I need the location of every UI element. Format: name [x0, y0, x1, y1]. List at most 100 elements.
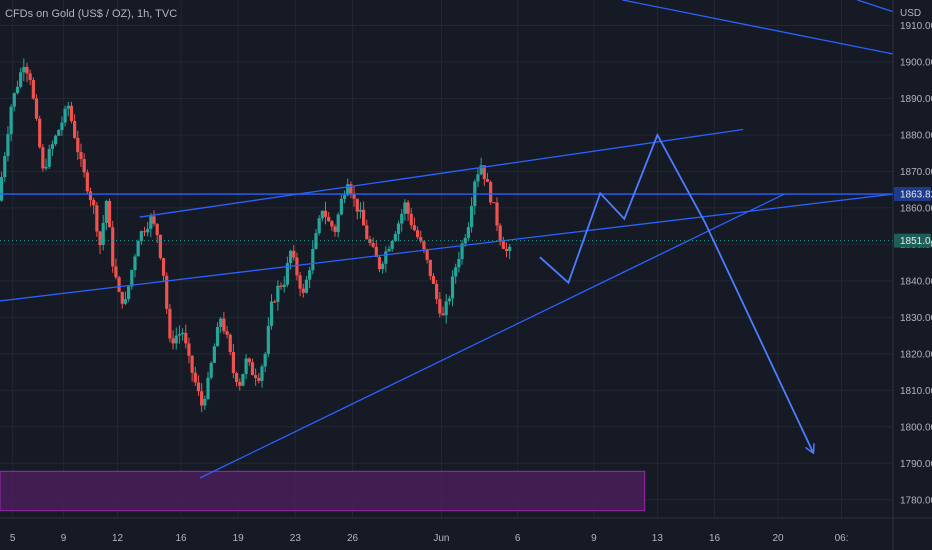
candle-body — [31, 80, 35, 99]
candle-body — [469, 206, 474, 228]
candle-body — [79, 152, 83, 160]
candle-body — [9, 106, 13, 135]
candle-body — [212, 346, 216, 363]
x-tick-label: 6 — [515, 533, 521, 544]
candle-body — [368, 239, 372, 243]
candle-body — [295, 257, 299, 276]
y-tick-label: 1800.00 — [900, 422, 932, 433]
candle-body — [492, 202, 496, 204]
candle-body — [50, 144, 54, 150]
candle-body — [215, 326, 220, 347]
candle-body — [409, 213, 413, 226]
candle-body — [416, 230, 420, 238]
candle-body — [76, 137, 80, 153]
candle-body — [482, 165, 486, 180]
candle-body — [19, 72, 23, 87]
y-tick-label: 1820.00 — [900, 349, 932, 360]
candle-body — [381, 263, 385, 270]
candle-body — [285, 263, 289, 285]
candle-body — [69, 105, 74, 121]
candle-body — [362, 209, 366, 226]
y-tick-label: 1890.00 — [900, 94, 932, 105]
candle-body — [130, 270, 134, 287]
candle-body — [508, 246, 512, 252]
x-tick-label: 20 — [772, 533, 784, 544]
y-tick-label: 1910.00 — [900, 21, 932, 32]
candle-body — [244, 358, 248, 374]
candle-body — [435, 283, 439, 300]
candles — [0, 58, 512, 413]
x-tick-label: 5 — [10, 533, 16, 544]
candle-body — [339, 198, 343, 215]
candle-body — [257, 377, 261, 381]
candle-body — [28, 73, 32, 81]
far-top-trendline — [622, 0, 894, 55]
candle-body — [393, 234, 397, 242]
candle-body — [444, 301, 448, 316]
candle-body — [403, 202, 407, 214]
candle-body — [82, 159, 86, 173]
candle-body — [114, 266, 118, 278]
x-tick-label: 16 — [709, 533, 721, 544]
candle-body — [412, 225, 417, 231]
price-badge-box — [894, 186, 931, 201]
y-tick-label: 1790.00 — [900, 459, 932, 470]
candle-body — [193, 372, 197, 383]
candle-body — [127, 286, 131, 300]
candle-body — [238, 382, 242, 386]
candle-body — [53, 135, 58, 145]
candle-body — [479, 165, 483, 175]
candle-body — [196, 382, 201, 392]
drawn-trendlines — [0, 0, 894, 479]
candle-body — [107, 200, 112, 228]
candle-body — [12, 93, 16, 107]
x-tick-label: Jun — [433, 533, 449, 544]
candle-body — [317, 218, 321, 234]
candle-body — [139, 231, 143, 242]
candle-body — [323, 210, 328, 217]
candle-body — [34, 98, 39, 119]
rising-support-line — [199, 193, 785, 479]
candle-body — [254, 375, 258, 378]
y-tick-label: 1840.00 — [900, 276, 932, 287]
candle-body — [333, 226, 337, 232]
candle-body — [311, 248, 315, 271]
x-tick-label: 12 — [112, 533, 124, 544]
candle-body — [142, 231, 147, 233]
candle-body — [314, 233, 318, 249]
candle-body — [92, 200, 96, 206]
x-tick-label: 26 — [347, 533, 359, 544]
candle-body — [161, 258, 166, 276]
candle-body — [133, 256, 137, 271]
candle-body — [463, 237, 467, 244]
x-tick-label: 06: — [835, 533, 849, 544]
candle-body — [441, 313, 445, 316]
candle-body — [504, 248, 509, 252]
candle-body — [231, 352, 236, 373]
candle-body — [206, 377, 210, 399]
candle-body — [260, 366, 264, 381]
lower-channel-line — [0, 193, 894, 302]
candle-body — [390, 241, 394, 249]
candle-body — [327, 216, 331, 222]
candle-body — [352, 194, 356, 199]
candle-body — [371, 242, 375, 247]
candle-body — [447, 298, 451, 302]
candle-body — [489, 182, 493, 203]
candle-body — [181, 332, 185, 335]
candle-body — [184, 332, 188, 344]
candle-body — [384, 251, 388, 264]
projection-path — [539, 132, 813, 452]
candle-body — [495, 202, 499, 226]
currency-label: USD — [900, 8, 921, 19]
candle-body — [146, 228, 150, 233]
candle-body — [63, 108, 67, 123]
candle-body — [41, 147, 45, 169]
y-tick-label: 1780.00 — [900, 495, 932, 506]
candle-body — [234, 372, 239, 383]
candle-body — [57, 130, 61, 136]
candle-body — [346, 184, 350, 196]
candle-body — [406, 202, 410, 214]
